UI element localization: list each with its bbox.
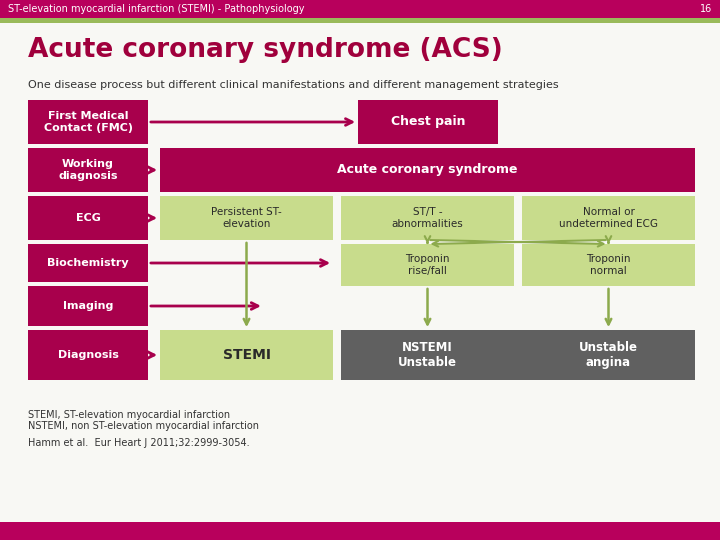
- Bar: [160, 148, 695, 192]
- Bar: [28, 330, 148, 380]
- Text: Troponin
rise/fall: Troponin rise/fall: [405, 254, 450, 276]
- Text: Persistent ST-
elevation: Persistent ST- elevation: [211, 207, 282, 229]
- Text: ST/T -
abnormalities: ST/T - abnormalities: [392, 207, 464, 229]
- Text: 16: 16: [700, 4, 712, 14]
- Text: Hamm et al.  Eur Heart J 2011;32:2999-3054.: Hamm et al. Eur Heart J 2011;32:2999-305…: [28, 438, 250, 448]
- Bar: [341, 196, 514, 240]
- Bar: [160, 196, 333, 240]
- Bar: [0, 522, 720, 540]
- Bar: [28, 148, 148, 192]
- Bar: [0, 0, 720, 18]
- Bar: [28, 100, 148, 144]
- Text: Biochemistry: Biochemistry: [48, 258, 129, 268]
- Text: Diagnosis: Diagnosis: [58, 350, 118, 360]
- Text: Working
diagnosis: Working diagnosis: [58, 159, 118, 181]
- Text: Chest pain: Chest pain: [391, 116, 465, 129]
- Text: STEMI: STEMI: [222, 348, 271, 362]
- Bar: [28, 196, 148, 240]
- Text: Acute coronary syndrome (ACS): Acute coronary syndrome (ACS): [28, 37, 503, 63]
- Text: ST-elevation myocardial infarction (STEMI) - Pathophysiology: ST-elevation myocardial infarction (STEM…: [8, 4, 305, 14]
- Text: NSTEMI, non ST-elevation myocardial infarction: NSTEMI, non ST-elevation myocardial infa…: [28, 421, 259, 431]
- Text: Unstable
angina: Unstable angina: [579, 341, 638, 369]
- Bar: [358, 100, 498, 144]
- Bar: [28, 244, 148, 282]
- Bar: [160, 330, 333, 380]
- Text: STEMI, ST-elevation myocardial infarction: STEMI, ST-elevation myocardial infarctio…: [28, 410, 230, 420]
- Bar: [28, 286, 148, 326]
- Text: ECG: ECG: [76, 213, 100, 223]
- Text: One disease process but different clinical manifestations and different manageme: One disease process but different clinic…: [28, 80, 559, 90]
- Text: Troponin
normal: Troponin normal: [586, 254, 631, 276]
- Text: First Medical
Contact (FMC): First Medical Contact (FMC): [43, 111, 132, 133]
- Text: Acute coronary syndrome: Acute coronary syndrome: [337, 164, 518, 177]
- Bar: [341, 244, 514, 286]
- Text: Normal or
undetermined ECG: Normal or undetermined ECG: [559, 207, 658, 229]
- Bar: [341, 330, 695, 380]
- Bar: [522, 244, 695, 286]
- Text: NSTEMI
Unstable: NSTEMI Unstable: [398, 341, 457, 369]
- Bar: [0, 18, 720, 23]
- Bar: [522, 196, 695, 240]
- Text: Imaging: Imaging: [63, 301, 113, 311]
